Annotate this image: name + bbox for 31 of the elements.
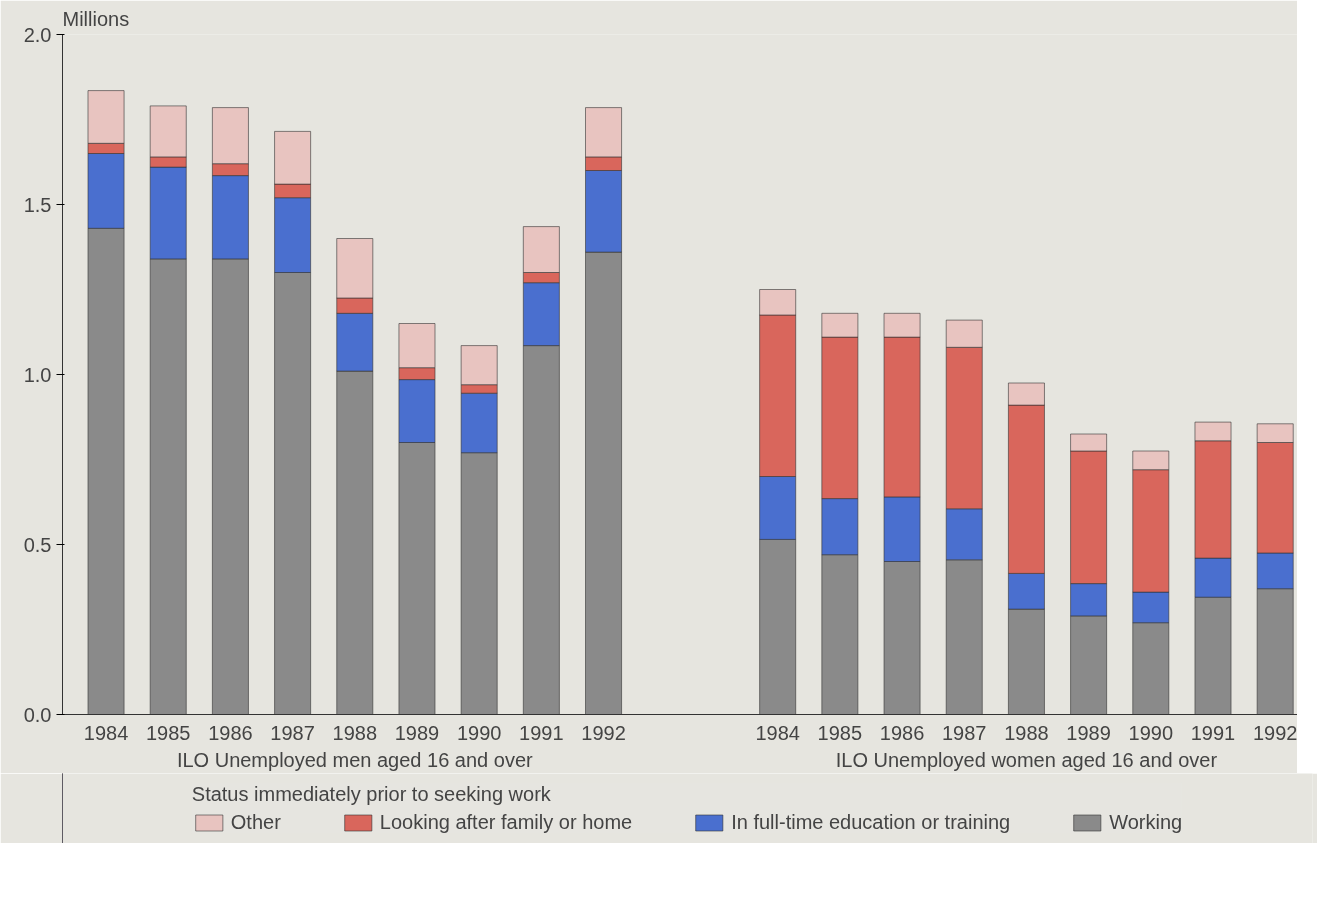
legend-label: Looking after family or home bbox=[379, 810, 633, 834]
x-tick-label: 1987 bbox=[942, 721, 987, 744]
x-tick-label: 1990 bbox=[1128, 721, 1174, 744]
y-tick-label: 0.0 bbox=[23, 703, 52, 726]
x-tick-label: 1984 bbox=[83, 721, 129, 744]
x-tick-label: 1991 bbox=[1190, 721, 1236, 744]
y-axis-title: Millions bbox=[62, 7, 130, 30]
x-tick-label: 1992 bbox=[1252, 721, 1298, 744]
legend-label: Working bbox=[1109, 810, 1183, 834]
y-tick-label: 0.5 bbox=[23, 533, 52, 556]
legend-title: Status immediately prior to seeking work bbox=[191, 782, 552, 806]
x-tick-label: 1988 bbox=[332, 721, 378, 744]
x-tick-label: 1991 bbox=[519, 721, 564, 744]
x-tick-label: 1986 bbox=[879, 721, 925, 744]
x-tick-label: 1985 bbox=[145, 721, 191, 744]
y-tick-label: 2.0 bbox=[23, 23, 52, 46]
x-tick-label: 1985 bbox=[817, 721, 863, 744]
x-tick-label: 1988 bbox=[1004, 721, 1049, 744]
x-axis-title: ILO Unemployed men aged 16 and over bbox=[176, 748, 534, 771]
x-tick-label: 1989 bbox=[1066, 721, 1111, 744]
x-tick-label: 1987 bbox=[270, 721, 315, 744]
x-tick-label: 1984 bbox=[755, 721, 800, 744]
legend-label: Other bbox=[230, 810, 281, 834]
x-tick-label: 1992 bbox=[581, 721, 626, 744]
x-tick-label: 1990 bbox=[456, 721, 502, 744]
y-tick-label: 1.5 bbox=[23, 193, 52, 216]
y-tick-label: 1.0 bbox=[23, 363, 52, 386]
x-axis-title: ILO Unemployed women aged 16 and over bbox=[835, 748, 1218, 771]
x-tick-label: 1986 bbox=[208, 721, 253, 744]
x-tick-label: 1989 bbox=[394, 721, 440, 744]
legend-label: In full-time education or training bbox=[731, 810, 1011, 834]
